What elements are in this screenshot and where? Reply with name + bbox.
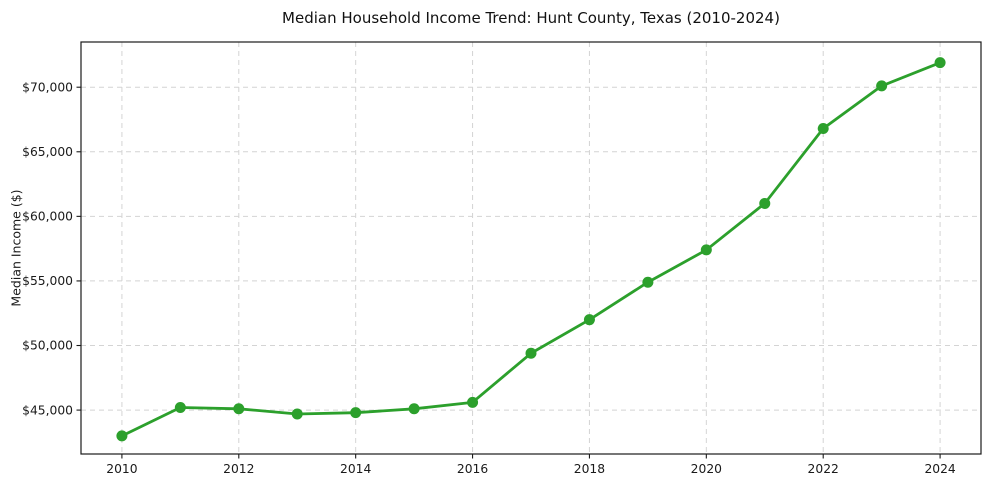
x-tick-label: 2018 <box>574 462 605 476</box>
data-point-2022 <box>817 123 829 135</box>
data-point-2019 <box>642 276 654 288</box>
data-point-2018 <box>583 314 595 326</box>
data-point-2010 <box>116 430 128 442</box>
x-tick-label: 2016 <box>457 462 488 476</box>
plot-frame <box>80 41 982 455</box>
data-point-2020 <box>700 244 712 256</box>
income-trend-line <box>120 61 942 438</box>
chart-title: Median Household Income Trend: Hunt Coun… <box>282 9 780 27</box>
x-tick-label: 2010 <box>106 462 137 476</box>
x-tick-label: 2020 <box>691 462 722 476</box>
data-point-2021 <box>759 197 771 209</box>
data-point-2013 <box>291 408 303 420</box>
x-tick-label: 2022 <box>808 462 839 476</box>
data-point-2012 <box>233 403 245 415</box>
data-point-2016 <box>467 396 479 408</box>
data-point-2017 <box>525 347 537 359</box>
y-tick-label: $70,000 <box>22 80 73 94</box>
data-point-2023 <box>876 80 888 92</box>
y-tick-label: $45,000 <box>22 403 73 417</box>
y-tick-label: $60,000 <box>22 210 73 224</box>
data-point-2011 <box>174 402 186 414</box>
y-tick-label: $55,000 <box>22 274 73 288</box>
data-point-2024 <box>934 57 946 69</box>
x-tick-label: 2024 <box>924 462 955 476</box>
y-tick-label: $65,000 <box>22 145 73 159</box>
y-tick-label: $50,000 <box>22 339 73 353</box>
x-tick-label: 2012 <box>223 462 254 476</box>
data-point-2015 <box>408 403 420 415</box>
x-tick-label: 2014 <box>340 462 371 476</box>
data-point-2014 <box>350 407 362 419</box>
